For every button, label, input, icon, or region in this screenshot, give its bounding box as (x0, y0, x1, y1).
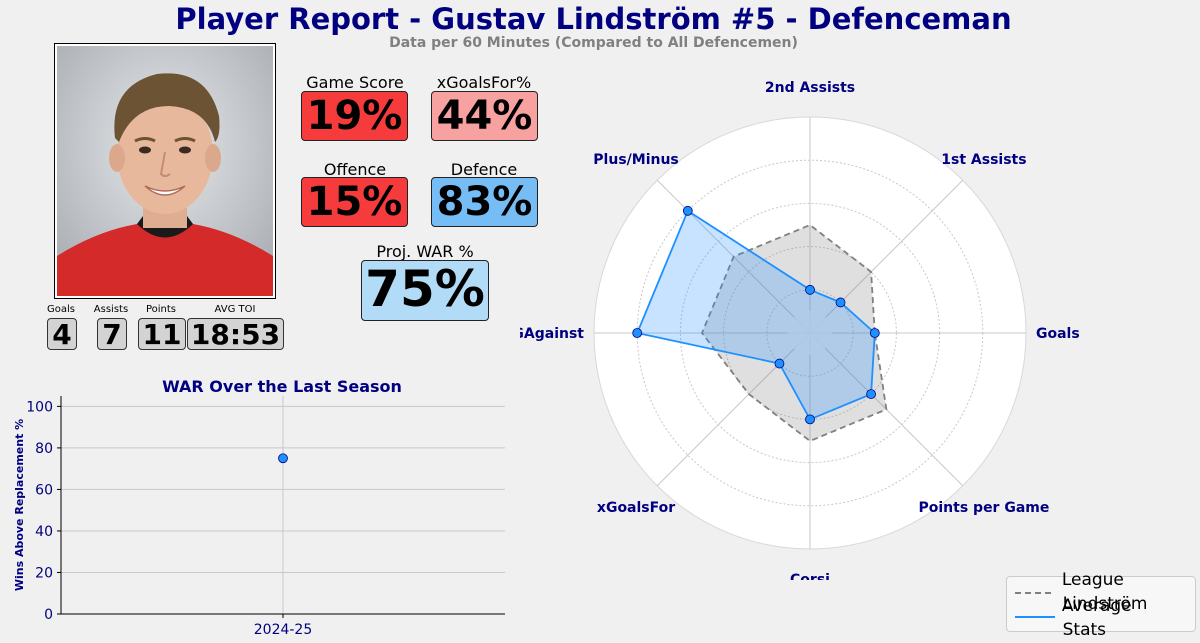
radar-data-point (774, 358, 785, 369)
proj-war-label: Proj. WAR % (376, 242, 474, 261)
radar-axis-label: 2nd Assists (765, 80, 855, 96)
radar-data-point (805, 284, 815, 295)
avg-toi-label: AVG TOI (214, 304, 256, 315)
war-chart: WAR Over the Last Season 0 20 40 60 80 100 20… (13, 377, 505, 638)
war-y-tick-label: 60 (35, 482, 53, 498)
war-data-point (278, 453, 288, 464)
page-subtitle: Data per 60 Minutes (Compared to All Def… (389, 35, 798, 51)
war-y-tick-label: 20 (35, 565, 53, 581)
radar-spoke (656, 332, 811, 487)
war-x-tick-label: 2024-25 (254, 622, 313, 638)
player-photo (54, 43, 276, 299)
war-y-tick-label: 80 (35, 441, 53, 457)
radar-axis-label: 1st Assists (941, 152, 1026, 168)
war-y-tick-label: 100 (26, 399, 53, 415)
radar-center-disc (788, 311, 832, 355)
radar-data-point (866, 389, 876, 399)
xgoalsfor-pct-value: 44% (431, 91, 538, 141)
points-label: Points (145, 304, 177, 315)
game-score-label: Game Score (306, 73, 404, 92)
radar-data-point (835, 297, 846, 308)
radar-data-point (632, 328, 643, 338)
points-value: 11 (138, 318, 186, 351)
legend-item-league-average: League Average (1015, 570, 1195, 616)
radar-axis-label: xGAgainst (520, 326, 584, 342)
assists-label: Assists (93, 304, 129, 315)
assists-value: 7 (97, 318, 127, 351)
goals-label: Goals (47, 304, 75, 315)
offence-value: 15% (301, 177, 408, 227)
radar-data-point (682, 205, 693, 216)
proj-war-value: 75% (361, 260, 489, 321)
xgoalsfor-pct-label: xGoalsFor% (436, 73, 532, 92)
radar-data-point (869, 328, 880, 338)
radar-axis-label: Goals (1036, 326, 1080, 342)
avg-toi-value: 18:53 (187, 318, 284, 351)
page-title: Player Report - Gustav Lindström #5 - De… (175, 2, 1012, 36)
legend-solid-line-icon (1015, 616, 1055, 618)
radar-spoke (809, 179, 964, 334)
defence-value: 83% (431, 177, 538, 227)
legend-dashed-line-icon (1015, 592, 1054, 594)
defence-label: Defence (450, 160, 518, 179)
radar-data-point (805, 414, 815, 425)
offence-label: Offence (323, 160, 387, 179)
war-chart-title: WAR Over the Last Season (162, 377, 402, 396)
radar-axis-label: Corsi (790, 572, 830, 580)
radar-legend: League Average Lindström Stats (1006, 570, 1196, 640)
war-y-tick-label: 40 (35, 524, 53, 540)
war-y-axis-label: Wins Above Replacement % (13, 419, 26, 591)
legend-label-lindstrom-stats: Lindström Stats (1062, 594, 1148, 640)
radar-series-league-average (700, 223, 888, 443)
game-score-value: 19% (301, 91, 408, 141)
goals-value: 4 (47, 318, 77, 351)
war-y-tick-label: 0 (44, 607, 53, 623)
legend-item-lindstrom-stats: Lindström Stats (1015, 594, 1195, 640)
radar-chart: Goals 1st Assists 2nd Assists Plus/Minus xGA… (520, 80, 1080, 580)
radar-axis-label: Points per Game (919, 500, 1050, 516)
legend-label-league-average: League Average (1061, 570, 1132, 616)
radar-axis-label: Plus/Minus (593, 152, 678, 168)
radar-axis-label: xGoalsFor (597, 500, 675, 516)
